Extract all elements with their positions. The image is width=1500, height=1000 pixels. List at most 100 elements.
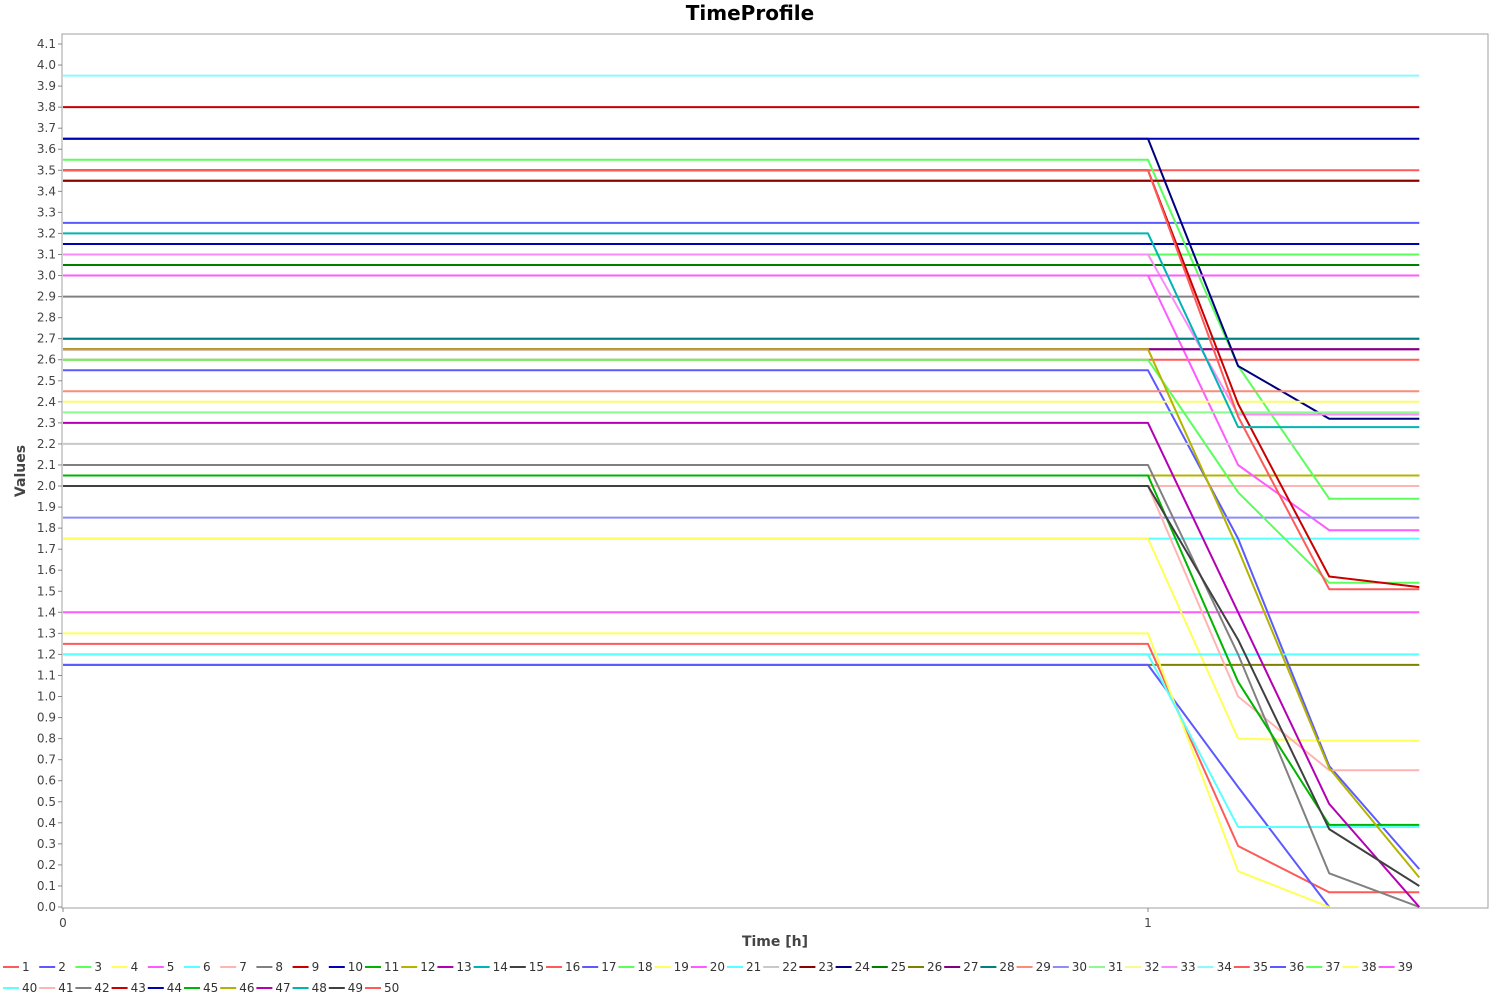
series-line-46: [63, 348, 1421, 879]
series-line-47: [63, 421, 1421, 908]
legend-label-41: 41: [58, 981, 73, 995]
series-line-49: [63, 485, 1420, 887]
legend-label-43: 43: [131, 981, 146, 995]
y-tick-label: 0.7: [37, 753, 56, 767]
y-tick-label: 3.1: [37, 247, 56, 261]
legend-label-38: 38: [1361, 960, 1376, 974]
legend-label-15: 15: [529, 960, 544, 974]
y-tick-label: 2.7: [37, 332, 56, 346]
y-tick-label: 0.2: [37, 858, 56, 872]
y-tick-label: 1.9: [37, 500, 56, 514]
y-axis: 0.0 0.1 0.2 0.3 0.4 0.5 0.6 0.7 0.8 0.9 1.0 1.1 1.2 1…: [37, 37, 62, 914]
series-line-36: [63, 663, 1330, 908]
legend-label-36: 36: [1289, 960, 1304, 974]
legend-label-35: 35: [1253, 960, 1268, 974]
legend-label-17: 17: [601, 960, 616, 974]
legend-label-33: 33: [1180, 960, 1195, 974]
legend-label-26: 26: [927, 960, 942, 974]
series-line-42: [63, 464, 1420, 908]
y-tick-label: 2.2: [37, 437, 56, 451]
legend-label-31: 31: [1108, 960, 1123, 974]
series-lines: [63, 74, 1421, 908]
legend-label-14: 14: [493, 960, 508, 974]
y-tick-label: 3.6: [37, 142, 56, 156]
legend-label-40: 40: [22, 981, 37, 995]
y-tick-label: 2.4: [37, 395, 56, 409]
legend-label-22: 22: [782, 960, 797, 974]
y-tick-label: 2.6: [37, 353, 56, 367]
y-tick-label: 0.1: [37, 879, 56, 893]
legend-label-13: 13: [456, 960, 471, 974]
y-tick-label: 4.1: [37, 37, 56, 51]
series-line-40: [63, 653, 1420, 828]
y-tick-label: 3.2: [37, 226, 56, 240]
y-tick-label: 2.3: [37, 416, 56, 430]
legend-label-9: 9: [312, 960, 320, 974]
legend-label-46: 46: [239, 981, 254, 995]
legend-label-29: 29: [1036, 960, 1051, 974]
legend-label-12: 12: [420, 960, 435, 974]
y-tick-label: 0.8: [37, 732, 56, 746]
x-tick-label: 1: [1144, 916, 1152, 930]
legend-label-30: 30: [1072, 960, 1087, 974]
y-tick-label: 1.8: [37, 521, 56, 535]
series-line-37: [63, 358, 1420, 584]
legend-label-50: 50: [384, 981, 399, 995]
y-tick-label: 0.6: [37, 774, 56, 788]
y-tick-label: 0.3: [37, 837, 56, 851]
y-tick-label: 3.7: [37, 121, 56, 135]
legend-label-3: 3: [94, 960, 102, 974]
legend-label-39: 39: [1398, 960, 1413, 974]
y-tick-label: 3.5: [37, 163, 56, 177]
y-tick-label: 2.9: [37, 290, 56, 304]
y-tick-label: 0.0: [37, 900, 56, 914]
y-tick-label: 4.0: [37, 58, 56, 72]
legend-label-8: 8: [275, 960, 283, 974]
legend-label-49: 49: [348, 981, 363, 995]
y-tick-label: 3.9: [37, 79, 56, 93]
legend-label-42: 42: [94, 981, 109, 995]
series-line-17: [63, 369, 1421, 870]
legend-label-47: 47: [275, 981, 290, 995]
y-tick-label: 0.9: [37, 711, 56, 725]
x-axis-label: Time [h]: [742, 934, 808, 950]
legend-label-18: 18: [637, 960, 652, 974]
y-tick-label: 2.1: [37, 458, 56, 472]
y-tick-label: 1.0: [37, 690, 56, 704]
legend-label-28: 28: [999, 960, 1014, 974]
y-tick-label: 2.8: [37, 311, 56, 325]
legend-label-7: 7: [239, 960, 247, 974]
legend-label-4: 4: [131, 960, 139, 974]
y-tick-label: 1.1: [37, 668, 56, 682]
y-tick-label: 1.4: [37, 605, 56, 619]
legend-label-34: 34: [1217, 960, 1232, 974]
legend-label-10: 10: [348, 960, 363, 974]
y-tick-label: 3.4: [37, 184, 56, 198]
series-line-45: [63, 474, 1420, 826]
y-tick-label: 1.5: [37, 584, 56, 598]
y-tick-label: 1.3: [37, 626, 56, 640]
y-tick-label: 3.0: [37, 269, 56, 283]
legend-label-37: 37: [1325, 960, 1340, 974]
legend-label-45: 45: [203, 981, 218, 995]
legend-label-19: 19: [674, 960, 689, 974]
y-tick-label: 1.2: [37, 647, 56, 661]
legend-label-16: 16: [565, 960, 580, 974]
plot-area: [61, 33, 1489, 909]
y-tick-label: 2.5: [37, 374, 56, 388]
legend-label-5: 5: [167, 960, 175, 974]
legend: 1 2 3 4 5 6 7 8 9 10 11 12 13 14 15 16 17 18 19 20 21 22 23 24 2…: [3, 960, 1413, 995]
legend-label-21: 21: [746, 960, 761, 974]
y-tick-label: 1.6: [37, 563, 56, 577]
legend-label-48: 48: [312, 981, 327, 995]
legend-label-25: 25: [891, 960, 906, 974]
y-tick-label: 0.5: [37, 795, 56, 809]
series-line-50: [63, 169, 1420, 591]
series-line-19: [63, 537, 1420, 742]
y-tick-label: 3.3: [37, 205, 56, 219]
legend-label-20: 20: [710, 960, 725, 974]
series-line-38: [63, 632, 1330, 908]
legend-label-23: 23: [818, 960, 833, 974]
